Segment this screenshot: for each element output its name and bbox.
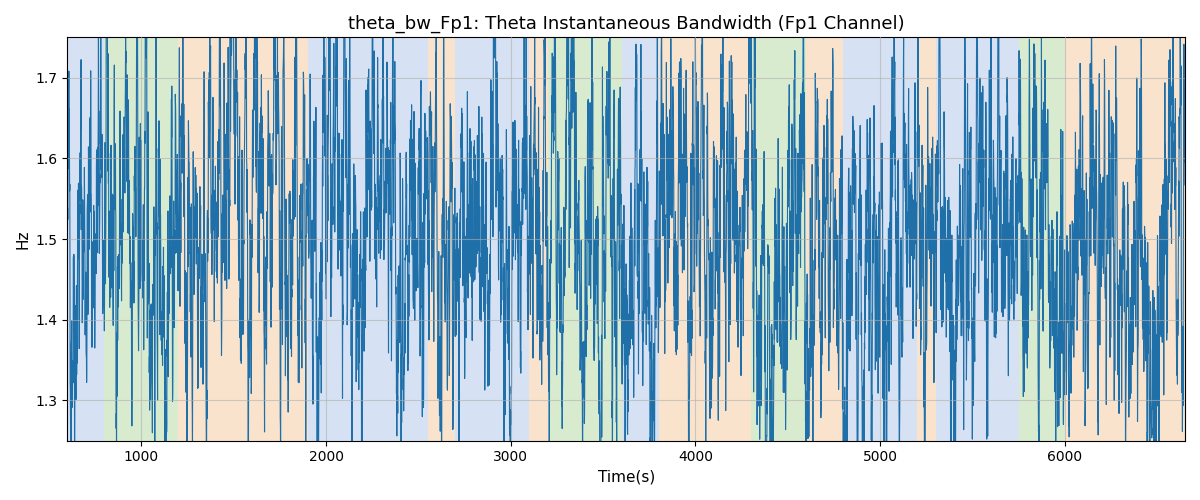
Bar [104,38,179,440]
Bar [1064,38,1184,440]
Bar [455,38,529,440]
Bar [179,38,307,440]
Bar [917,38,936,440]
Bar [622,38,659,440]
Bar [806,38,844,440]
Y-axis label: Hz: Hz [16,230,30,249]
Bar [547,38,622,440]
X-axis label: Time(s): Time(s) [598,470,655,485]
Bar [751,38,806,440]
Bar [659,38,751,440]
Bar [427,38,455,440]
Bar [844,38,917,440]
Title: theta_bw_Fp1: Theta Instantaneous Bandwidth (Fp1 Channel): theta_bw_Fp1: Theta Instantaneous Bandwi… [348,15,905,34]
Bar [307,38,427,440]
Bar [67,38,104,440]
Bar [936,38,1019,440]
Bar [529,38,547,440]
Bar [1019,38,1064,440]
